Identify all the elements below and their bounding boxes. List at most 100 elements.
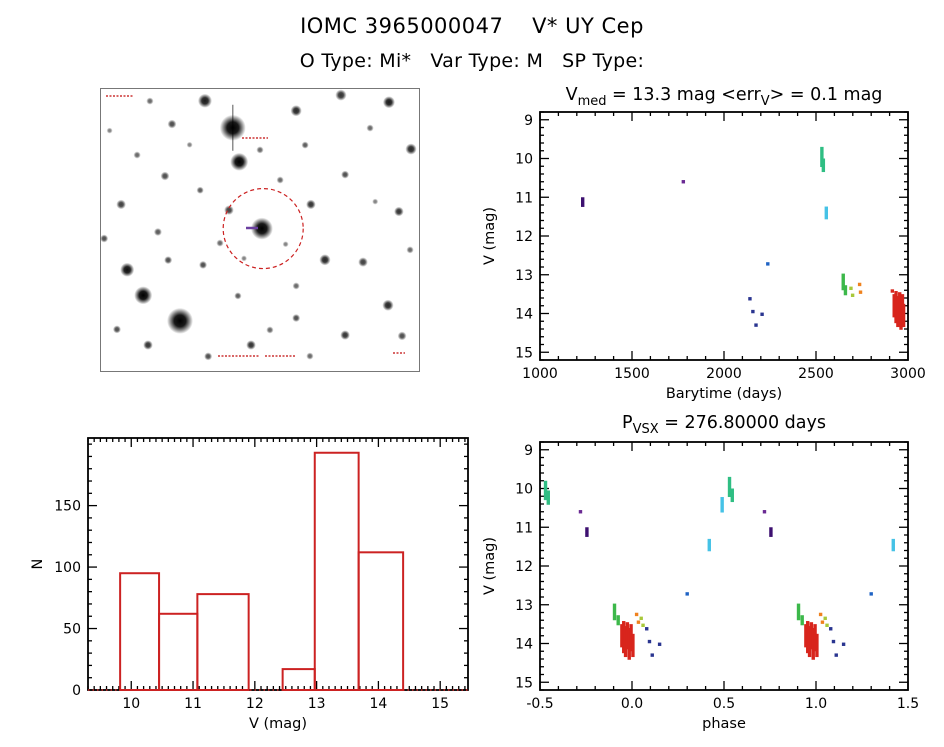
data-point [818, 612, 823, 617]
svg-text:1.0: 1.0 [805, 696, 827, 712]
data-point [831, 639, 836, 644]
svg-text:10: 10 [122, 696, 140, 712]
target-circle [222, 187, 304, 270]
histogram-bar [196, 593, 250, 692]
star [290, 105, 302, 117]
data-point [748, 297, 752, 301]
svg-text:3000: 3000 [890, 366, 926, 382]
x-axis-label: phase [702, 716, 746, 732]
phaseplot-axes: -0.5 0.0 0.5 1.0 1.5 9 10 11 12 13 14 15 phase V (mag… [482, 413, 919, 732]
data-point [829, 627, 833, 631]
svg-text:15: 15 [515, 345, 533, 361]
y-axis-label: V (mag) [482, 537, 498, 595]
data-points [580, 146, 906, 330]
star [292, 282, 300, 290]
svg-text:10: 10 [515, 482, 533, 498]
star [120, 262, 135, 277]
svg-text:11: 11 [184, 696, 202, 712]
star [340, 330, 350, 340]
histogram-bars [119, 451, 405, 692]
star [164, 256, 173, 265]
star [341, 170, 350, 179]
data-point [636, 620, 641, 624]
star [276, 176, 284, 184]
plot-frame [87, 437, 469, 691]
data-point [657, 642, 662, 646]
svg-text:14: 14 [515, 307, 533, 323]
star [372, 198, 379, 205]
svg-text:0: 0 [72, 683, 81, 699]
svg-text:0.5: 0.5 [713, 696, 735, 712]
star [199, 260, 208, 269]
svg-text:150: 150 [54, 499, 81, 515]
data-point [869, 592, 873, 596]
x-axis-label: V (mag) [249, 716, 307, 732]
data-point [650, 653, 654, 657]
y-axis-label: V (mag) [482, 207, 498, 265]
histogram-bar [119, 572, 161, 691]
data-point [641, 623, 645, 627]
svg-text:50: 50 [63, 622, 81, 638]
star [301, 141, 309, 149]
star [306, 199, 316, 210]
svg-text:-0.5: -0.5 [526, 696, 553, 712]
annotation-marks [106, 95, 405, 357]
star [160, 171, 170, 181]
svg-text:1500: 1500 [614, 366, 650, 382]
svg-text:13: 13 [515, 268, 533, 284]
data-point [762, 510, 767, 514]
axis-tick-labels: 1000 1500 2000 2500 3000 9 10 11 12 13 14 15 [515, 113, 926, 382]
star [292, 314, 301, 323]
star [186, 141, 193, 148]
lightcurve-plot: 1000 1500 2000 2500 3000 9 10 11 12 13 14 15 Barytim… [482, 85, 926, 402]
star [167, 119, 177, 129]
svg-text:12: 12 [515, 229, 533, 245]
phase-folded-plot: -0.5 0.0 0.5 1.0 1.5 9 10 11 12 13 14 15 phase V (mag… [482, 413, 919, 732]
data-point [639, 616, 643, 621]
star [112, 325, 121, 334]
lightcurve-axes: 1000 1500 2000 2500 3000 9 10 11 12 13 14 15 Barytim… [482, 85, 926, 402]
svg-text:13: 13 [308, 696, 326, 712]
data-point [858, 290, 863, 294]
plot-title: PVSX = 276.80000 days [622, 413, 826, 437]
finder-chart-image [100, 88, 420, 372]
data-point [754, 323, 758, 327]
star [250, 217, 273, 240]
svg-text:12: 12 [246, 696, 264, 712]
star [405, 143, 417, 155]
star [366, 124, 374, 132]
svg-text:2000: 2000 [706, 366, 742, 382]
svg-text:2500: 2500 [798, 366, 834, 382]
star [358, 257, 368, 267]
object-type-line: O Type: Mi* Var Type: M SP Type: [299, 50, 645, 72]
star [167, 307, 193, 334]
data-point [890, 289, 895, 293]
star [382, 299, 394, 311]
data-point [681, 180, 686, 184]
plot-title: Vmed = 13.3 mag <errV> = 0.1 mag [566, 85, 883, 109]
histogram-bar [357, 551, 405, 692]
data-point [634, 612, 639, 617]
star [230, 152, 249, 171]
data-points [543, 476, 895, 660]
star [319, 254, 331, 266]
data-point [578, 510, 583, 514]
data-point [645, 627, 649, 631]
y-axis-label: N [30, 559, 46, 570]
data-point [834, 653, 838, 657]
star [153, 227, 162, 236]
data-point [849, 286, 853, 291]
histogram-bar [158, 612, 199, 692]
data-point [825, 623, 829, 627]
star [106, 127, 113, 134]
star [241, 255, 247, 262]
svg-text:0.0: 0.0 [621, 696, 643, 712]
svg-text:13: 13 [515, 598, 533, 614]
svg-text:1.5: 1.5 [897, 696, 919, 712]
star [196, 186, 204, 194]
star [306, 352, 314, 360]
data-point [841, 642, 846, 646]
